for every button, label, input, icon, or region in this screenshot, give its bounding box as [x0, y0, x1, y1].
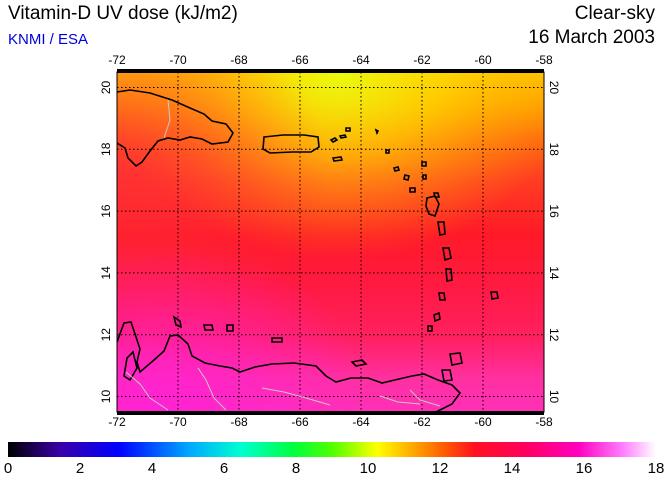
- lon-tick-label-bottom: -72: [108, 415, 126, 429]
- puerto-rico-coast: [262, 134, 320, 154]
- map-title: Vitamin-D UV dose (kJ/m2): [8, 3, 238, 24]
- lake-maracaibo: [123, 350, 138, 382]
- lat-tick-label-left: 20: [99, 80, 113, 94]
- lon-tick-label-bottom: -66: [291, 415, 309, 429]
- lon-tick-label-bottom: -58: [535, 415, 553, 429]
- lon-tick-label-bottom: -70: [169, 415, 187, 429]
- date-label: 16 March 2003: [528, 27, 655, 48]
- colorbar-tick-label: 10: [359, 460, 377, 477]
- lat-tick-label-right: 10: [547, 390, 561, 404]
- trinidad-coast: [441, 352, 463, 382]
- lon-tick-label-top: -70: [169, 53, 187, 67]
- map-frame: [116, 71, 545, 413]
- lon-tick-label-top: -64: [352, 53, 370, 67]
- lat-tick-label-left: 14: [99, 266, 113, 280]
- colorbar-tick-label: 0: [3, 460, 13, 477]
- lat-tick-label-right: 18: [547, 143, 561, 157]
- lat-tick-label-right: 16: [547, 204, 561, 218]
- south-america-coast: [117, 321, 462, 412]
- lat-tick-label-right: 12: [547, 328, 561, 342]
- abc-islands: [172, 315, 283, 343]
- country-borders: [125, 99, 441, 411]
- margarita-island: [350, 359, 368, 367]
- colorbar-tick-label: 2: [75, 460, 85, 477]
- lat-tick-label-left: 10: [99, 390, 113, 404]
- lon-tick-label-top: -66: [291, 53, 309, 67]
- colorbar-tick-label: 8: [291, 460, 301, 477]
- lat-tick-label-left: 18: [99, 142, 113, 156]
- lon-tick-label-bottom: -64: [352, 415, 370, 429]
- virgin-islands: [329, 127, 351, 162]
- colorbar-tick-label: 6: [219, 460, 229, 477]
- lesser-antilles: [374, 128, 499, 332]
- hispaniola-coast: [117, 89, 234, 168]
- colorbar-tick-label: 12: [431, 460, 449, 477]
- lat-tick-label-right: 20: [547, 81, 561, 95]
- lon-tick-label-top: -72: [108, 53, 126, 67]
- lon-tick-label-bottom: -60: [474, 415, 492, 429]
- lon-tick-label-bottom: -62: [413, 415, 431, 429]
- lon-tick-label-bottom: -68: [230, 415, 248, 429]
- map-bottom-band: [117, 411, 544, 415]
- map-top-band: [117, 69, 544, 73]
- lon-tick-label-top: -68: [230, 53, 248, 67]
- colorbar-tick-label: 18: [647, 460, 665, 477]
- colorbar-tick-label: 14: [503, 460, 521, 477]
- lon-tick-label-top: -60: [474, 53, 492, 67]
- lon-tick-label-top: -58: [535, 53, 553, 67]
- sky-condition-label: Clear-sky: [574, 3, 655, 24]
- lat-tick-label-left: 12: [99, 328, 113, 342]
- colorbar: [8, 442, 656, 457]
- uv-dose-field: [117, 72, 544, 412]
- lon-tick-label-top: -62: [413, 53, 431, 67]
- lat-lon-grid: [117, 72, 544, 412]
- coastlines: [117, 89, 499, 412]
- lat-tick-label-right: 14: [547, 266, 561, 280]
- lat-tick-label-left: 16: [99, 204, 113, 218]
- data-source-label: KNMI / ESA: [8, 31, 89, 48]
- colorbar-tick-label: 4: [147, 460, 157, 477]
- colorbar-tick-label: 16: [575, 460, 593, 477]
